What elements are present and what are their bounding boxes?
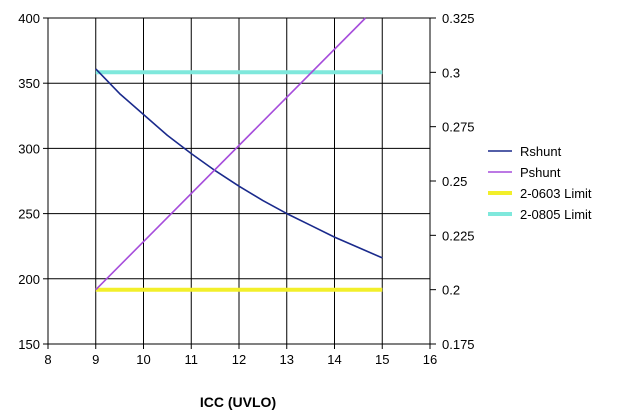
legend: Rshunt Pshunt 2-0603 Limit 2-0805 Limit [488, 144, 592, 222]
x-axis: 8 9 10 11 12 13 14 15 16 [44, 344, 437, 367]
x-tick-label: 11 [185, 352, 199, 367]
y2-tick-label: 0.3 [442, 65, 460, 80]
y2-tick-label: 0.2 [442, 283, 460, 298]
y2-tick-label: 0.275 [442, 120, 475, 135]
y-tick-label: 350 [18, 76, 40, 91]
legend-label-2-0603-limit: 2-0603 Limit [520, 186, 592, 201]
legend-label-2-0805-limit: 2-0805 Limit [520, 207, 592, 222]
x-tick-label: 12 [232, 352, 246, 367]
x-tick-label: 10 [136, 352, 150, 367]
x-tick-label: 15 [375, 352, 389, 367]
y2-tick-label: 0.175 [442, 337, 475, 352]
y-axis-left: 150 200 250 300 350 400 [18, 11, 48, 352]
y2-tick-label: 0.25 [442, 174, 467, 189]
x-tick-label: 16 [423, 352, 437, 367]
y2-tick-label: 0.225 [442, 228, 475, 243]
grid [47, 17, 431, 345]
series-line-pshunt [95, 17, 367, 291]
legend-label-rshunt: Rshunt [520, 144, 562, 159]
x-tick-label: 14 [327, 352, 341, 367]
y-axis-right: 0.175 0.2 0.225 0.25 0.275 0.3 0.325 [430, 11, 475, 352]
x-tick-label: 8 [44, 352, 51, 367]
x-tick-label: 13 [280, 352, 294, 367]
y-tick-label: 400 [18, 11, 40, 26]
x-tick-label: 9 [92, 352, 99, 367]
series-line-rshunt [95, 68, 383, 259]
series-layer [95, 17, 383, 292]
y2-tick-label: 0.325 [442, 11, 475, 26]
y-tick-label: 300 [18, 141, 40, 156]
y-tick-label: 200 [18, 272, 40, 287]
y-tick-label: 150 [18, 337, 40, 352]
y-tick-label: 250 [18, 207, 40, 222]
legend-label-pshunt: Pshunt [520, 165, 561, 180]
x-axis-title: ICC (UVLO) [200, 394, 276, 410]
